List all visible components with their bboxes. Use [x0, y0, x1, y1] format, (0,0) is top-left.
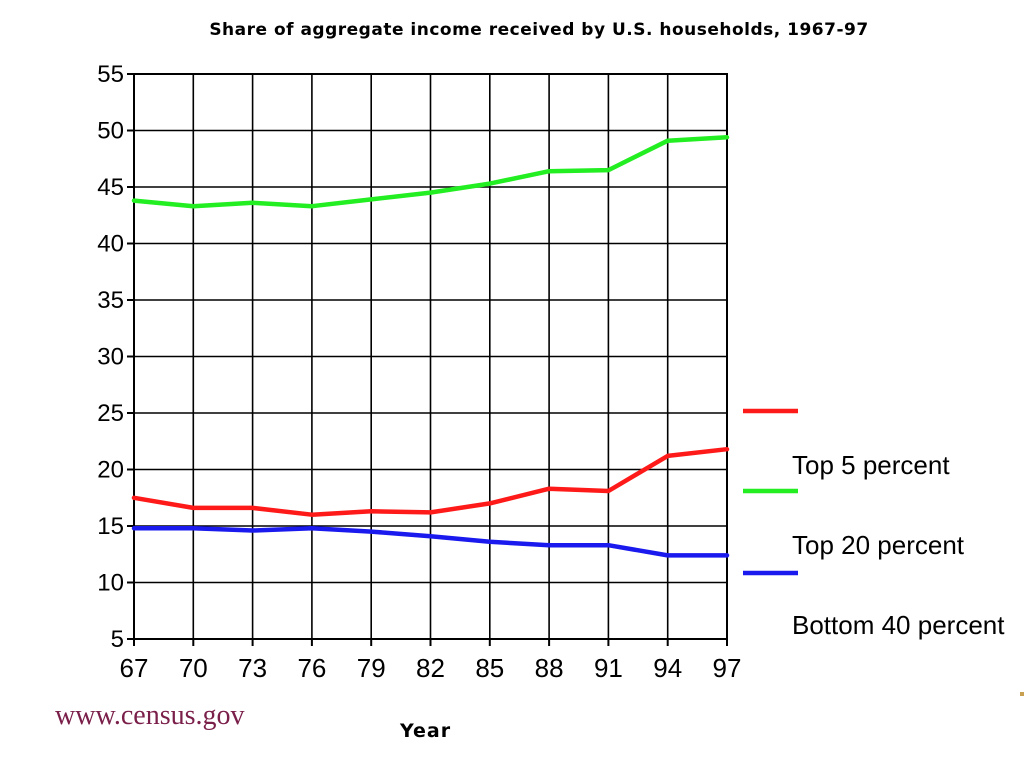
- y-tick-label: 30: [97, 344, 124, 371]
- chart-tick-labels: 55 50 45 40 35 30 25 20 15 10 567 70 73 76 79 82 85 88 91 9…: [97, 61, 741, 683]
- x-tick-label: 88: [535, 653, 564, 683]
- y-tick-label: 55: [97, 61, 124, 88]
- x-tick-label: 73: [238, 653, 267, 683]
- y-tick-label: 15: [97, 513, 124, 540]
- chart-grid: [133, 73, 728, 640]
- chart-axes: [127, 73, 728, 646]
- legend-label-bottom-40-percent: Bottom 40 percent: [792, 610, 1005, 640]
- source-url-link[interactable]: www.census.gov: [55, 700, 245, 731]
- chart-legend-swatches: [743, 408, 798, 576]
- plot-frame: [133, 73, 728, 640]
- y-tick-label: 20: [97, 457, 124, 484]
- y-tick-label: 40: [97, 231, 124, 258]
- x-tick-label: 79: [357, 653, 386, 683]
- y-tick-label: 5: [111, 626, 124, 653]
- chart-series: [131, 135, 730, 558]
- y-tick-label: 25: [97, 400, 124, 427]
- y-tick-label: 50: [97, 118, 124, 145]
- x-tick-label: 82: [416, 653, 445, 683]
- x-tick-label: 97: [713, 653, 742, 683]
- legend-label-top-20-percent: Top 20 percent: [792, 530, 965, 560]
- x-tick-label: 67: [120, 653, 149, 683]
- decorative-mark: [1020, 692, 1024, 696]
- x-tick-label: 70: [179, 653, 208, 683]
- x-tick-label: 76: [297, 653, 326, 683]
- x-tick-label: 91: [594, 653, 623, 683]
- x-tick-label: 85: [475, 653, 504, 683]
- x-tick-label: 94: [653, 653, 682, 683]
- y-tick-label: 10: [97, 570, 124, 597]
- x-axis-title: Year: [400, 720, 452, 742]
- y-tick-label: 35: [97, 287, 124, 314]
- y-tick-label: 45: [97, 174, 124, 201]
- legend-label-top-5-percent: Top 5 percent: [792, 450, 950, 480]
- chart-title: Share of aggregate income received by U.…: [209, 20, 869, 40]
